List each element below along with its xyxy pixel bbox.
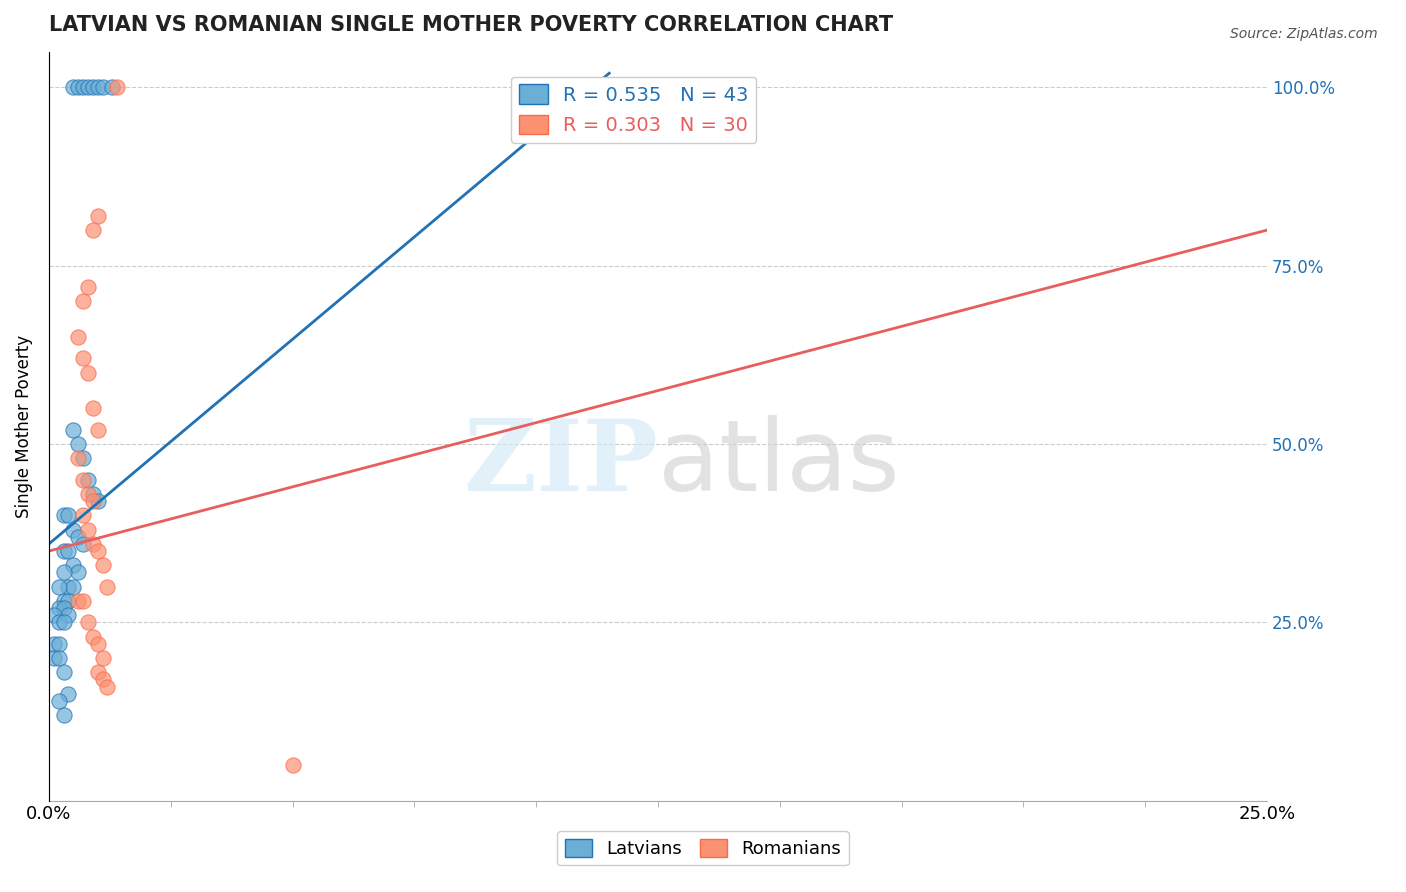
Point	[42, 637, 65, 651]
Point	[62, 80, 84, 95]
Point	[86, 665, 108, 680]
Point	[86, 423, 108, 437]
Point	[72, 451, 94, 466]
Point	[77, 615, 100, 630]
Point	[62, 523, 84, 537]
Point	[48, 580, 70, 594]
Point	[42, 608, 65, 623]
Point	[91, 80, 114, 95]
Point	[72, 351, 94, 366]
Point	[91, 673, 114, 687]
Point	[52, 601, 75, 615]
Point	[67, 80, 90, 95]
Point	[58, 508, 80, 523]
Point	[52, 615, 75, 630]
Point	[67, 437, 90, 451]
Point	[48, 651, 70, 665]
Point	[62, 423, 84, 437]
Point	[72, 294, 94, 309]
Y-axis label: Single Mother Poverty: Single Mother Poverty	[15, 334, 32, 517]
Text: Source: ZipAtlas.com: Source: ZipAtlas.com	[1230, 27, 1378, 41]
Point	[101, 80, 124, 95]
Point	[82, 494, 104, 508]
Point	[86, 80, 108, 95]
Point	[91, 651, 114, 665]
Point	[67, 451, 90, 466]
Text: LATVIAN VS ROMANIAN SINGLE MOTHER POVERTY CORRELATION CHART: LATVIAN VS ROMANIAN SINGLE MOTHER POVERT…	[49, 15, 893, 35]
Point	[42, 651, 65, 665]
Point	[77, 280, 100, 294]
Text: ZIP: ZIP	[463, 415, 658, 512]
Point	[82, 487, 104, 501]
Point	[77, 80, 100, 95]
Point	[72, 594, 94, 608]
Point	[52, 544, 75, 558]
Point	[105, 80, 128, 95]
Point	[82, 537, 104, 551]
Point	[58, 687, 80, 701]
Point	[72, 473, 94, 487]
Point	[91, 558, 114, 573]
Point	[52, 594, 75, 608]
Point	[96, 680, 118, 694]
Legend: R = 0.535   N = 43, R = 0.303   N = 30: R = 0.535 N = 43, R = 0.303 N = 30	[510, 77, 756, 143]
Point	[67, 530, 90, 544]
Point	[58, 608, 80, 623]
Point	[58, 594, 80, 608]
Point	[72, 80, 94, 95]
Point	[86, 544, 108, 558]
Point	[52, 665, 75, 680]
Point	[52, 708, 75, 723]
Point	[72, 508, 94, 523]
Point	[48, 637, 70, 651]
Point	[52, 566, 75, 580]
Point	[72, 537, 94, 551]
Point	[96, 580, 118, 594]
Point	[77, 523, 100, 537]
Point	[62, 580, 84, 594]
Point	[62, 558, 84, 573]
Point	[86, 494, 108, 508]
Point	[48, 615, 70, 630]
Point	[58, 580, 80, 594]
Legend: Latvians, Romanians: Latvians, Romanians	[557, 831, 849, 865]
Point	[82, 630, 104, 644]
Point	[48, 694, 70, 708]
Point	[77, 473, 100, 487]
Point	[86, 637, 108, 651]
Point	[77, 366, 100, 380]
Point	[82, 223, 104, 237]
Point	[52, 508, 75, 523]
Point	[82, 401, 104, 416]
Point	[48, 601, 70, 615]
Point	[86, 209, 108, 223]
Point	[67, 566, 90, 580]
Point	[67, 330, 90, 344]
Point	[82, 80, 104, 95]
Text: atlas: atlas	[658, 415, 900, 512]
Point	[67, 594, 90, 608]
Point	[58, 544, 80, 558]
Point	[77, 487, 100, 501]
Point	[281, 758, 304, 772]
